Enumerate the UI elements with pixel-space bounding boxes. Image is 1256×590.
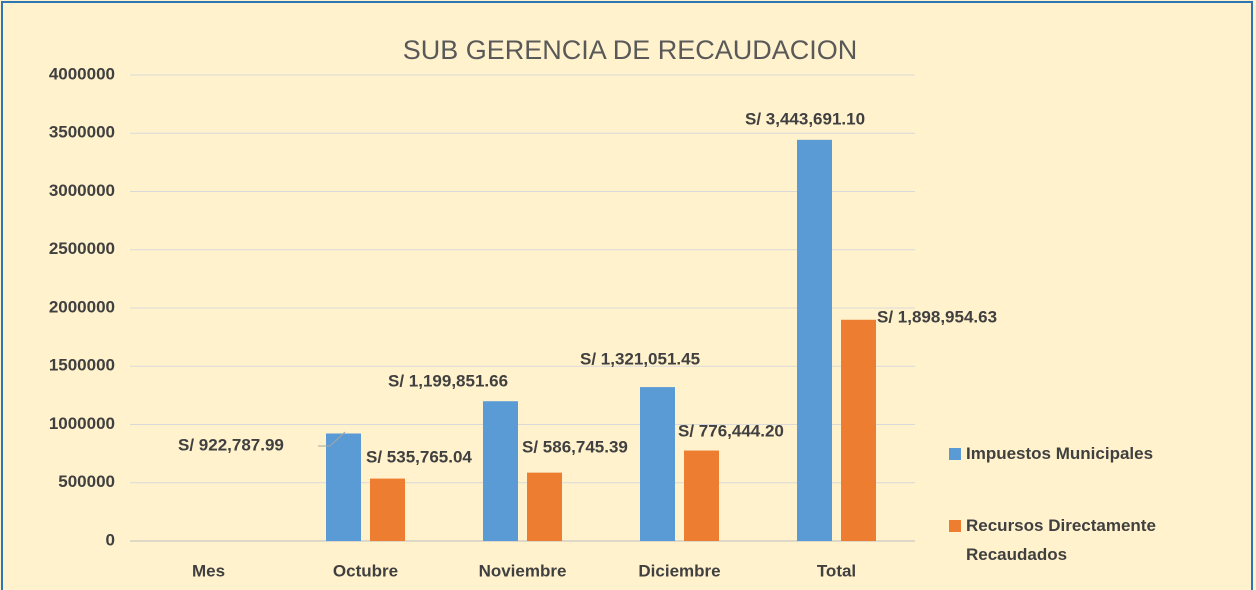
y-tick-label: 1500000 bbox=[49, 356, 115, 375]
x-tick-label: Noviembre bbox=[479, 561, 567, 580]
y-tick-label: 2500000 bbox=[49, 239, 115, 258]
legend-label: Recursos Directamente Recaudados bbox=[966, 516, 1156, 564]
data-label: S/ 776,444.20 bbox=[678, 421, 784, 440]
bar bbox=[684, 450, 719, 541]
data-label: S/ 1,199,851.66 bbox=[388, 371, 508, 390]
y-tick-label: 0 bbox=[106, 530, 115, 549]
y-tick-label: 4000000 bbox=[49, 64, 115, 83]
legend-swatch bbox=[949, 520, 961, 532]
data-label: S/ 535,765.04 bbox=[366, 447, 472, 466]
data-label: S/ 586,745.39 bbox=[522, 437, 628, 456]
legend-swatch bbox=[949, 448, 961, 460]
y-tick-label: 3000000 bbox=[49, 181, 115, 200]
bar bbox=[483, 401, 518, 541]
leader-line bbox=[318, 431, 346, 447]
data-label: S/ 1,898,954.63 bbox=[877, 307, 997, 326]
chart-title: SUB GERENCIA DE RECAUDACION bbox=[403, 35, 858, 65]
x-tick-label: Octubre bbox=[333, 561, 398, 580]
x-tick-label: Diciembre bbox=[638, 561, 720, 580]
bar bbox=[370, 478, 405, 541]
x-tick-label: Mes bbox=[192, 561, 225, 580]
bar bbox=[527, 472, 562, 541]
y-tick-label: 1000000 bbox=[49, 414, 115, 433]
legend-label: Impuestos Municipales bbox=[966, 444, 1154, 463]
y-tick-label: 3500000 bbox=[49, 123, 115, 142]
y-tick-label: 2000000 bbox=[49, 297, 115, 316]
bar bbox=[841, 319, 876, 541]
data-label: S/ 3,443,691.10 bbox=[745, 109, 865, 128]
data-label: S/ 1,321,051.45 bbox=[580, 349, 700, 368]
y-tick-label: 500000 bbox=[58, 472, 115, 491]
data-label: S/ 922,787.99 bbox=[178, 435, 284, 454]
bar bbox=[326, 433, 361, 541]
x-tick-label: Total bbox=[817, 561, 856, 580]
bar bbox=[640, 387, 675, 541]
bar bbox=[797, 139, 832, 541]
